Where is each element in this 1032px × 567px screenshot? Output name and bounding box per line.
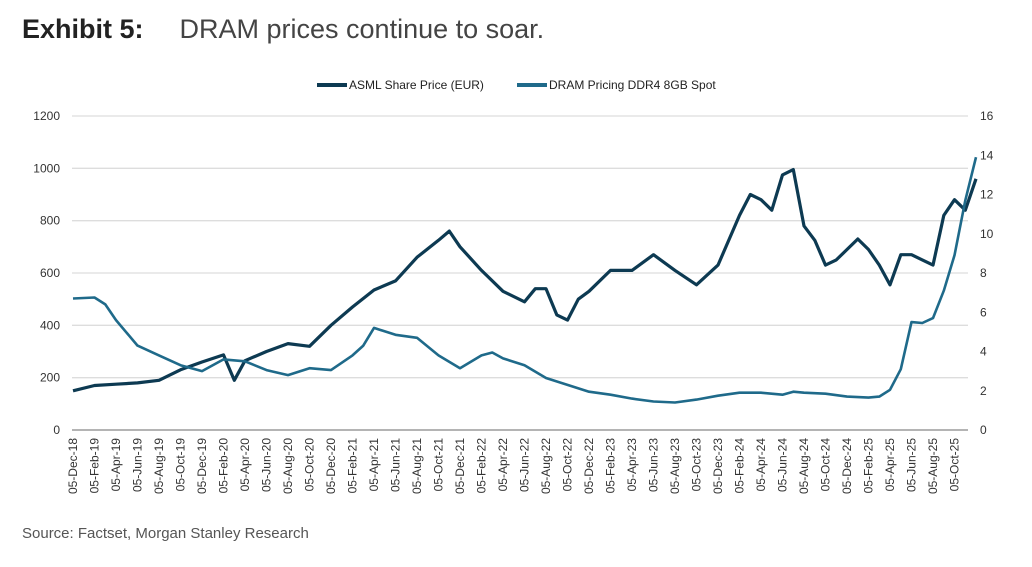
x-tick-label: 05-Aug-22 — [539, 438, 553, 494]
x-tick-label: 05-Oct-23 — [690, 438, 704, 492]
x-tick-label: 05-Apr-22 — [496, 438, 510, 492]
y-left-tick-label: 200 — [40, 371, 60, 385]
x-tick-label: 05-Jun-23 — [647, 438, 661, 492]
legend-label-dram: DRAM Pricing DDR4 8GB Spot — [549, 78, 716, 92]
x-tick-label: 05-Aug-19 — [152, 438, 166, 494]
y-right-tick-label: 4 — [980, 345, 987, 359]
x-tick-label: 05-Feb-21 — [346, 438, 360, 494]
x-tick-label: 05-Oct-21 — [432, 438, 446, 492]
x-tick-label: 05-Jun-19 — [131, 438, 145, 492]
x-tick-label: 05-Apr-21 — [367, 438, 381, 492]
x-tick-label: 05-Oct-22 — [561, 438, 575, 492]
x-tick-label: 05-Dec-21 — [453, 438, 467, 494]
y-left-tick-label: 600 — [40, 266, 60, 280]
x-tick-label: 05-Oct-24 — [819, 438, 833, 492]
asml-share-price-line — [72, 168, 978, 393]
x-tick-label: 05-Apr-25 — [883, 438, 897, 492]
x-tick-label: 05-Feb-24 — [733, 438, 747, 494]
x-tick-label: 05-Jun-20 — [260, 438, 274, 492]
x-tick-label: 05-Dec-24 — [840, 438, 854, 494]
x-tick-label: 05-Jun-24 — [776, 438, 790, 492]
x-tick-label: 05-Oct-25 — [948, 438, 962, 492]
x-tick-label: 05-Aug-25 — [926, 438, 940, 494]
y-right-tick-label: 2 — [980, 384, 987, 398]
x-tick-label: 05-Oct-19 — [174, 438, 188, 492]
y-left-tick-label: 400 — [40, 318, 60, 332]
legend-label-asml: ASML Share Price (EUR) — [349, 78, 484, 92]
x-tick-label: 05-Apr-20 — [238, 438, 252, 492]
x-tick-label: 05-Feb-25 — [862, 438, 876, 494]
chart-title: Exhibit 5: DRAM prices continue to soar. — [22, 14, 544, 45]
x-tick-label: 05-Jun-25 — [905, 438, 919, 492]
x-tick-label: 05-Apr-19 — [109, 438, 123, 492]
x-tick-label: 05-Aug-21 — [410, 438, 424, 494]
x-tick-label: 05-Aug-20 — [281, 438, 295, 494]
y-right-tick-label: 14 — [980, 148, 994, 162]
x-tick-label: 05-Dec-20 — [324, 438, 338, 494]
legend: ASML Share Price (EUR) DRAM Pricing DDR4… — [317, 78, 716, 92]
x-tick-label: 05-Dec-22 — [582, 438, 596, 494]
source-note: Source: Factset, Morgan Stanley Research — [22, 525, 309, 542]
x-tick-label: 05-Dec-19 — [195, 438, 209, 494]
y-right-tick-label: 6 — [980, 305, 987, 319]
x-tick-label: 05-Jun-22 — [518, 438, 532, 492]
y-left-tick-label: 800 — [40, 214, 60, 228]
x-tick-label: 05-Apr-23 — [625, 438, 639, 492]
x-tick-label: 05-Oct-20 — [303, 438, 317, 492]
y-right-tick-label: 0 — [980, 423, 987, 437]
x-tick-label: 05-Feb-19 — [88, 438, 102, 494]
title-text: DRAM prices continue to soar. — [179, 14, 545, 44]
x-tick-label: 05-Feb-22 — [475, 438, 489, 494]
y-right-tick-label: 16 — [980, 109, 994, 123]
y-right-tick-label: 12 — [980, 188, 994, 202]
x-tick-label: 05-Feb-23 — [604, 438, 618, 494]
exhibit-label: Exhibit 5: — [22, 14, 144, 44]
y-right-tick-label: 10 — [980, 227, 994, 241]
y-left-tick-label: 1200 — [33, 109, 60, 123]
dram-price-line — [72, 156, 978, 404]
y-left-tick-label: 0 — [53, 423, 60, 437]
x-tick-label: 05-Dec-23 — [711, 438, 725, 494]
x-tick-label: 05-Apr-24 — [754, 438, 768, 492]
y-right-tick-label: 8 — [980, 266, 987, 280]
y-left-tick-label: 1000 — [33, 161, 60, 175]
x-tick-label: 05-Aug-23 — [668, 438, 682, 494]
x-tick-label: 05-Aug-24 — [797, 438, 811, 494]
x-tick-label: 05-Jun-21 — [389, 438, 403, 492]
x-tick-label: 05-Dec-18 — [66, 438, 80, 494]
x-tick-label: 05-Feb-20 — [217, 438, 231, 494]
